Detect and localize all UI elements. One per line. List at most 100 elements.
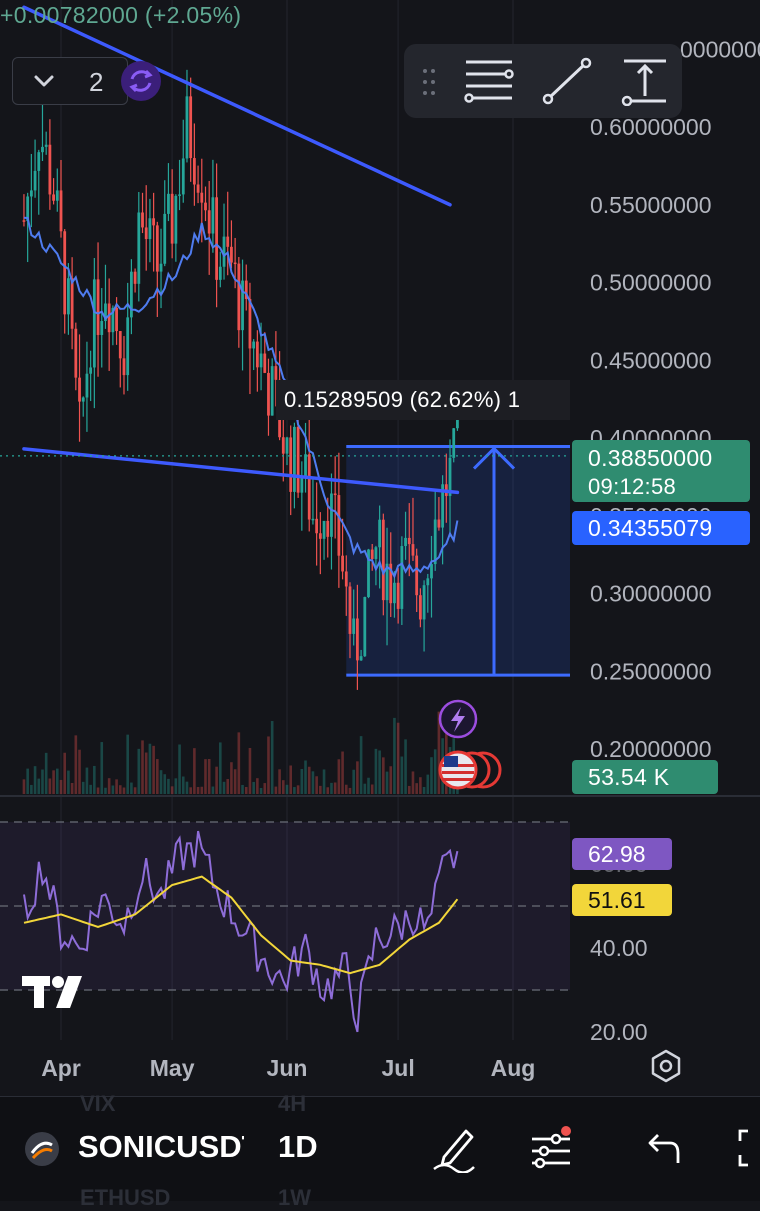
candle-body (437, 519, 441, 528)
volume-bar (382, 757, 385, 794)
candle-body (348, 586, 352, 634)
candle-body (189, 96, 193, 159)
candle-body (118, 331, 122, 359)
volume-bar (296, 785, 300, 794)
interval-selector[interactable]: 1D (278, 1129, 318, 1164)
candle-body (359, 656, 363, 661)
us-flag-event-icon[interactable] (438, 750, 502, 790)
trend-line-tool-icon[interactable] (540, 56, 594, 106)
volume-bar (81, 781, 85, 794)
candle-body (378, 519, 382, 548)
volume-bar (315, 776, 318, 794)
candle-body (44, 144, 48, 147)
candle-body (396, 582, 400, 609)
candle-body (296, 426, 300, 493)
volume-bar (137, 748, 141, 794)
volume-bar (55, 768, 59, 794)
time-tick-label: Jun (267, 1055, 308, 1081)
volume-bar (352, 769, 355, 794)
volume-bar (233, 769, 237, 794)
volume-bar (118, 785, 122, 794)
candle-body (270, 366, 274, 416)
candle-body (122, 358, 126, 376)
volume-bar (389, 766, 393, 794)
volume-bar (281, 780, 285, 794)
chart-settings-icon[interactable] (648, 1048, 684, 1084)
ghost-interval-top: 4H (278, 1091, 307, 1116)
sync-icon[interactable] (120, 60, 162, 102)
volume-bar (337, 759, 341, 794)
volume-bar (356, 761, 359, 794)
price-chart[interactable]: 0.60000000 0.55000000 0.50000000 0.45000000… (0, 0, 760, 1096)
volume-bar (30, 784, 33, 794)
candle-body (41, 146, 44, 153)
drawing-toolbar (404, 44, 682, 118)
candle-body (259, 353, 263, 368)
candle-body (448, 457, 452, 496)
candle-body (141, 212, 144, 228)
candle-body (411, 544, 415, 556)
candle-body (367, 549, 370, 598)
symbol-logo-icon (25, 1132, 59, 1166)
volume-bar (367, 777, 370, 794)
candle-body (355, 618, 359, 661)
candle-body (333, 493, 337, 496)
candle-body (133, 271, 137, 284)
lightning-event-icon[interactable] (438, 699, 478, 739)
drawing-pen-icon[interactable] (430, 1123, 480, 1173)
candle-body (300, 475, 304, 493)
legend-toggle-button[interactable]: 2 (12, 57, 128, 105)
candle-body (222, 236, 226, 267)
candle-body (315, 518, 319, 534)
volume-bar (267, 736, 270, 794)
candle-body (285, 437, 289, 454)
volume-bar (244, 787, 248, 794)
volume-bar (219, 742, 222, 794)
volume-bar (311, 771, 315, 794)
candle-body (85, 373, 89, 398)
candle-body (330, 493, 333, 537)
volume-bar (193, 748, 196, 794)
trendline-upper[interactable] (22, 5, 452, 207)
candle-body (192, 158, 196, 185)
measure-tool-icon[interactable] (618, 56, 672, 106)
candle-body (326, 520, 330, 537)
volume-bar (185, 781, 189, 794)
price-change-text: +0.00782000 (+2.05%) (0, 2, 242, 28)
candle-body (204, 202, 207, 211)
volume-bar (126, 734, 129, 794)
volume-bar (144, 752, 148, 794)
indicators-icon[interactable] (526, 1123, 576, 1173)
rsi-levels (0, 821, 570, 991)
volume-bar (26, 768, 29, 794)
volume-bar (230, 762, 233, 794)
volume-bar (222, 781, 226, 794)
price-tick-label: 0.30000000 (590, 581, 712, 607)
fullscreen-icon[interactable] (730, 1123, 760, 1173)
candle-body (26, 196, 30, 222)
symbol-selector[interactable]: SONICUSDT (78, 1129, 244, 1164)
horizontal-lines-tool-icon[interactable] (462, 56, 516, 106)
volume-bar (33, 766, 37, 794)
candle-body (430, 564, 433, 579)
candle-body (111, 307, 115, 333)
volume-bar (148, 743, 152, 794)
undo-icon[interactable] (636, 1123, 686, 1173)
tradingview-logo[interactable] (20, 972, 90, 1012)
volume-bar (293, 787, 296, 794)
volume-bar (407, 785, 411, 794)
drag-handle-icon[interactable] (422, 68, 436, 96)
price-tick-label: 0.45000000 (590, 347, 712, 373)
candle-body (215, 197, 219, 280)
volume-bar (78, 749, 81, 794)
candle-body (126, 317, 130, 376)
rsi-ma-value-label: 51.61 (572, 884, 672, 916)
price-tick-label: 0.50000000 (590, 270, 712, 296)
time-axis[interactable]: Apr May Jun Jul Aug (41, 1055, 535, 1081)
volume-bar (181, 776, 185, 794)
candle-body (422, 585, 426, 620)
price-axis[interactable]: 0.60000000 0.55000000 0.50000000 0.45000000… (590, 36, 760, 762)
volume-bar (400, 756, 404, 794)
